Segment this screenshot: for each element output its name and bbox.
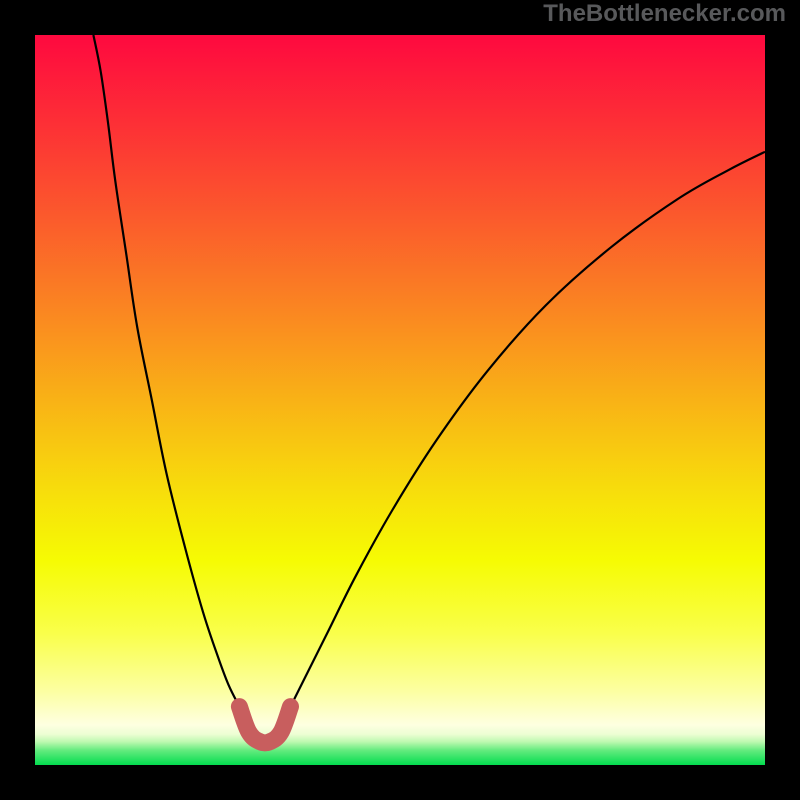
watermark-text: TheBottlenecker.com xyxy=(543,0,786,28)
plot-background xyxy=(35,35,765,765)
bottleneck-chart xyxy=(0,0,800,800)
